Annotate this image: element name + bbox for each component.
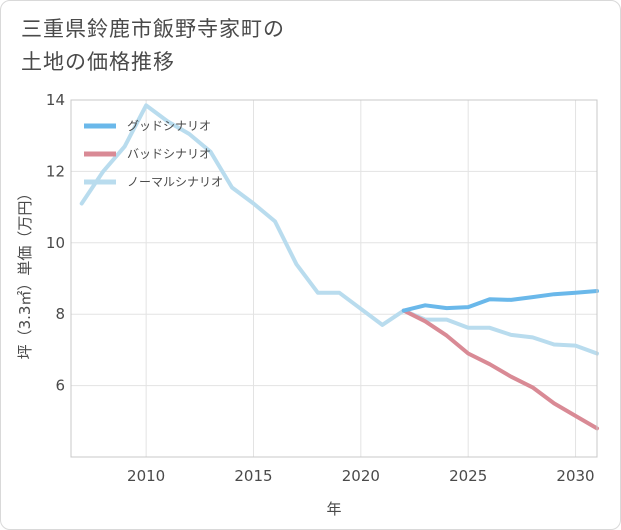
x-tick-label: 2030	[556, 467, 594, 485]
legend-label: グッドシナリオ	[127, 119, 211, 133]
x-axis-label: 年	[326, 500, 341, 518]
y-tick-label: 14	[46, 91, 65, 109]
x-tick-label: 2010	[127, 467, 165, 485]
series-line-1	[401, 308, 599, 431]
y-tick-label: 10	[46, 234, 65, 252]
y-axis-ticks: 6 8 10 12 14	[46, 91, 65, 395]
series-line-2	[79, 103, 599, 356]
x-tick-label: 2015	[234, 467, 272, 485]
series-line-0	[401, 289, 599, 313]
x-tick-label: 2025	[449, 467, 487, 485]
y-tick-label: 6	[55, 377, 65, 395]
x-axis-ticks: 2010 2015 2020 2025 2030	[127, 467, 595, 485]
series-lines	[79, 103, 599, 431]
chart-title: 三重県鈴鹿市飯野寺家町の 土地の価格推移	[21, 13, 285, 79]
title-line-2: 土地の価格推移	[21, 50, 175, 74]
legend-label: バッドシナリオ	[127, 147, 211, 161]
legend-label: ノーマルシナリオ	[127, 175, 223, 189]
y-tick-label: 12	[46, 162, 65, 180]
y-axis-label: 坪（3.3㎡）単価（万円）	[16, 186, 34, 360]
x-tick-label: 2020	[342, 467, 380, 485]
y-tick-label: 8	[55, 305, 65, 323]
plot-area	[70, 99, 598, 458]
title-line-1: 三重県鈴鹿市飯野寺家町の	[21, 17, 285, 41]
